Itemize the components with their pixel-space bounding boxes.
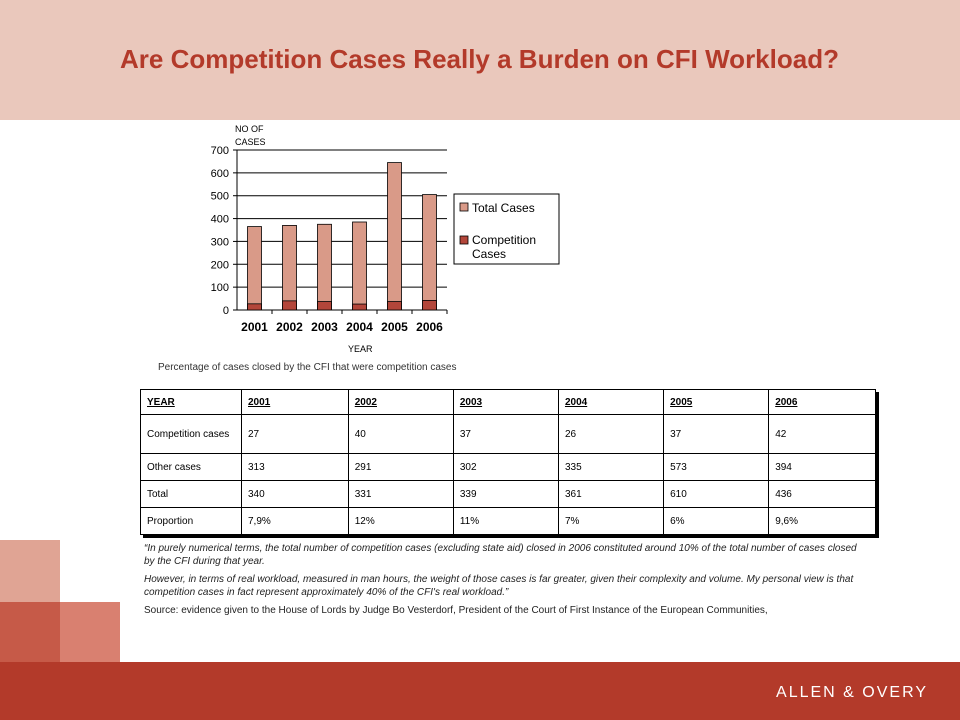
y-axis-label: NO OF (235, 124, 264, 134)
y-tick-label: 0 (223, 305, 229, 317)
table-cell: 313 (241, 453, 349, 481)
x-tick-label: 2006 (416, 320, 443, 334)
data-table: YEAR 2001 2002 2003 2004 2005 2006 Competition … (140, 389, 876, 535)
legend-swatch-total (459, 202, 469, 212)
bar-competition-cases (352, 303, 367, 311)
bar-total-cases (387, 162, 402, 311)
brand-logo: ALLEN & OVERY (776, 684, 928, 701)
footer-band (0, 662, 960, 720)
table-cell: 37 (663, 414, 770, 454)
table-cell: 26 (557, 414, 665, 454)
bar-total-cases (317, 223, 332, 311)
table-cell: 42 (768, 414, 876, 454)
bar-total-cases (352, 221, 367, 311)
table-cell: 12% (347, 507, 454, 535)
table-row-label: Proportion (140, 507, 242, 535)
table-row-label: Competition cases (140, 414, 242, 454)
quote-paragraph-1: “In purely numerical terms, the total nu… (144, 543, 857, 567)
table-cell: 6% (663, 507, 770, 535)
table-row: Total 340 331 339 361 610 436 (140, 480, 876, 508)
table-cell: 335 (557, 453, 665, 481)
legend-label-total: Total Cases (472, 201, 535, 215)
x-tick-label: 2004 (346, 320, 373, 334)
table-cell: 27 (241, 414, 349, 454)
y-axis-label: CASES (235, 137, 266, 147)
table-cell: 11% (452, 507, 559, 535)
legend-label-competition: Competition (472, 233, 536, 247)
table-cell: 291 (347, 453, 454, 481)
table-cell: 436 (768, 480, 876, 508)
decor-square-top (0, 540, 60, 602)
table-cell: 340 (241, 480, 349, 508)
table-row-label: Total (140, 480, 242, 508)
table-cell: 9,6% (768, 507, 876, 535)
page-title: Are Competition Cases Really a Burden on… (120, 44, 839, 74)
table-cell: 610 (663, 480, 770, 508)
bar-chart: 0 100 200 300 400 500 600 700 2001 2002 2003 2004 20… (211, 124, 560, 354)
y-tick-label: 300 (211, 236, 229, 248)
quote-paragraph-2: However, in terms of real workload, meas… (144, 574, 854, 598)
table-row: Proportion 7,9% 12% 11% 7% 6% 9,6% (140, 507, 876, 535)
y-tick-label: 600 (211, 168, 229, 180)
table-header-cell: 2005 (663, 389, 770, 415)
table-cell: 331 (347, 480, 454, 508)
table-row: Other cases 313 291 302 335 573 394 (140, 453, 876, 481)
table-cell: 339 (452, 480, 559, 508)
x-tick-label: 2002 (276, 320, 303, 334)
table-header-cell: 2001 (241, 389, 349, 415)
bar-total-cases (247, 226, 262, 311)
table-row-label: Other cases (140, 453, 242, 481)
bar-competition-cases (282, 300, 297, 311)
y-tick-label: 700 (211, 145, 229, 157)
table-cell: 573 (663, 453, 770, 481)
table-cell: 7% (557, 507, 665, 535)
quote-block: “In purely numerical terms, the total nu… (144, 542, 864, 622)
table-header-cell: 2002 (347, 389, 454, 415)
bar-competition-cases (387, 301, 402, 311)
table-cell: 7,9% (241, 507, 349, 535)
table-cell: 37 (452, 414, 559, 454)
y-tick-label: 500 (211, 191, 229, 203)
table-header-cell: YEAR (140, 389, 242, 415)
bar-total-cases (422, 194, 437, 311)
x-tick-label: 2005 (381, 320, 408, 334)
decor-square-right (60, 602, 120, 662)
x-axis-label: YEAR (348, 344, 373, 354)
table-cell: 394 (768, 453, 876, 481)
legend-swatch-competition (459, 235, 469, 245)
bar-competition-cases (317, 301, 332, 311)
legend-label-competition-cont: Cases (472, 247, 506, 261)
y-tick-label: 200 (211, 259, 229, 271)
table-header-cell: 2004 (557, 389, 665, 415)
table-header-row: YEAR 2001 2002 2003 2004 2005 2006 (140, 389, 876, 415)
legend-box (453, 193, 560, 265)
table-header-cell: 2006 (768, 389, 876, 415)
x-tick-label: 2001 (241, 320, 268, 334)
table-header-cell: 2003 (452, 389, 559, 415)
bar-total-cases (282, 225, 297, 311)
bar-competition-cases (422, 299, 437, 311)
table-cell: 40 (347, 414, 454, 454)
table-cell: 302 (452, 453, 559, 481)
header-band (0, 0, 960, 120)
table-row: Competition cases 27 40 37 26 37 42 (140, 414, 876, 454)
table-cell: 361 (557, 480, 665, 508)
quote-source: Source: evidence given to the House of L… (144, 605, 768, 616)
y-tick-label: 100 (211, 282, 229, 294)
chart-caption: Percentage of cases closed by the CFI th… (158, 362, 457, 373)
y-tick-label: 400 (211, 214, 229, 226)
x-tick-label: 2003 (311, 320, 338, 334)
decor-square-left (0, 602, 60, 662)
bar-competition-cases (247, 303, 262, 311)
